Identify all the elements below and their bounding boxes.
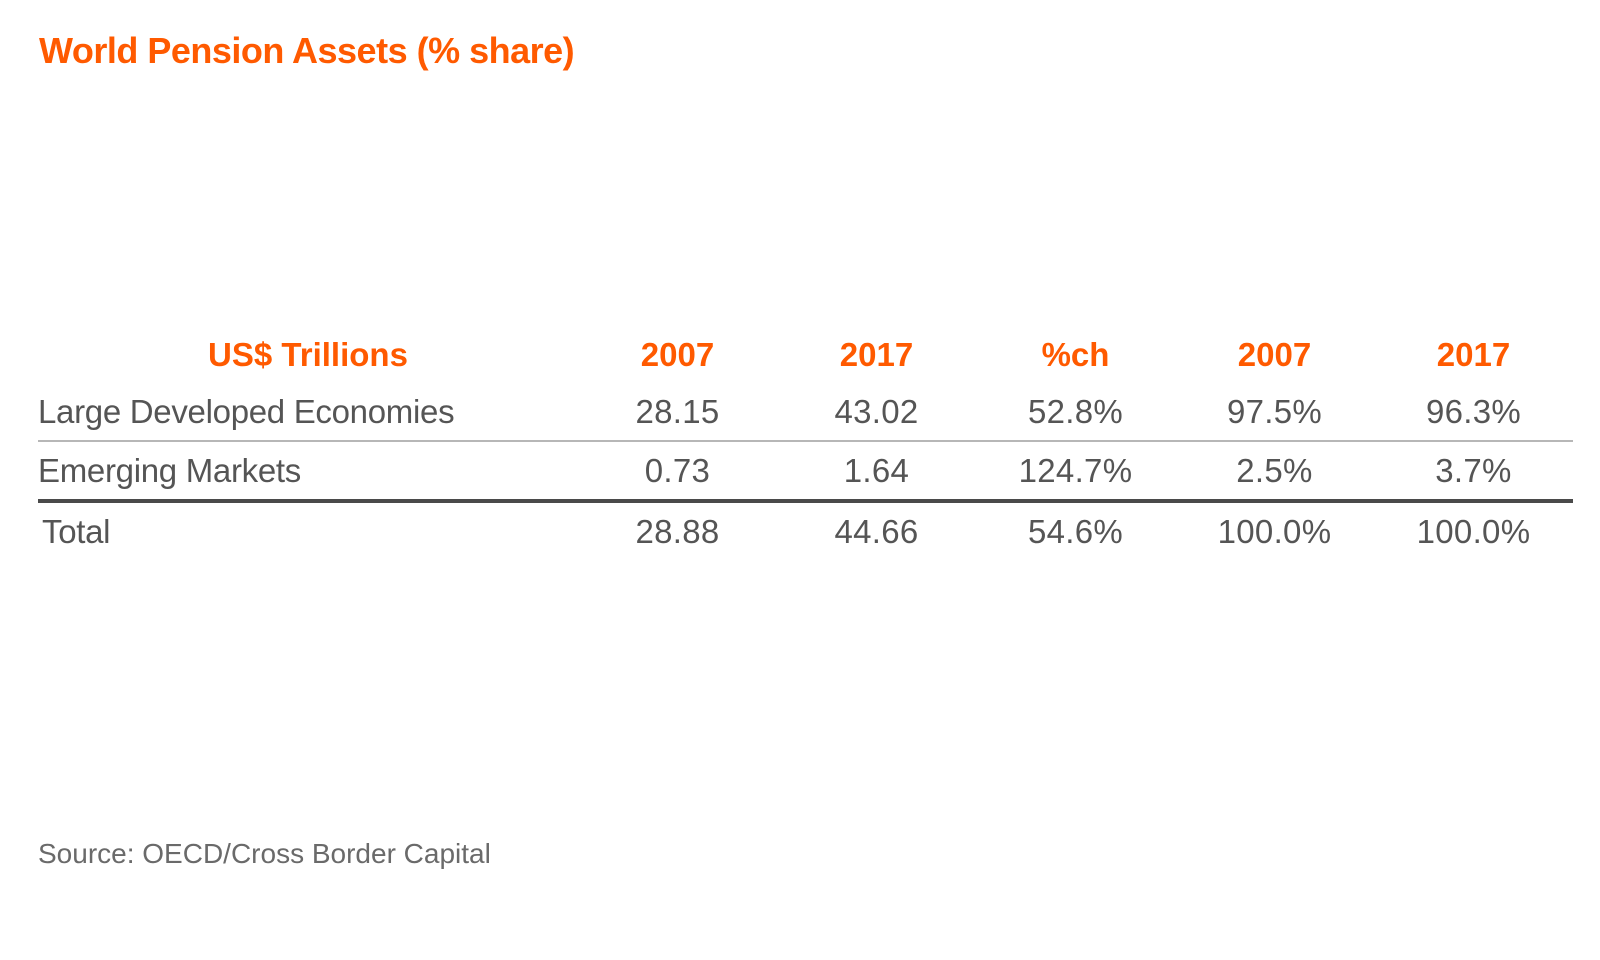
table-row: Large Developed Economies 28.15 43.02 52… — [38, 383, 1573, 442]
table-cell: 3.7% — [1374, 441, 1573, 503]
row-label: Emerging Markets — [38, 441, 578, 503]
table-header-row: US$ Trillions 2007 2017 %ch 2007 2017 — [38, 327, 1573, 383]
table-cell: 54.6% — [1027, 512, 1124, 550]
table-row-total: Total 28.88 44.66 54.6% 100.0% 100.0% — [38, 501, 1573, 560]
pension-assets-table: US$ Trillions 2007 2017 %ch 2007 2017 La… — [38, 327, 1573, 560]
chart-title: World Pension Assets (% share) — [39, 30, 575, 71]
table-cell: 124.7% — [976, 441, 1175, 503]
table-cell: 1.64 — [777, 441, 976, 503]
column-header-2017-value: 2017 — [839, 336, 914, 373]
table-cell: 0.73 — [578, 441, 777, 503]
column-header-2007-share: 2007 — [1237, 336, 1312, 373]
table-cell: 28.88 — [635, 512, 720, 550]
table-row: Emerging Markets 0.73 1.64 124.7% 2.5% 3… — [38, 441, 1573, 503]
column-header-2007-value: 2007 — [640, 336, 715, 373]
row-label: Large Developed Economies — [38, 383, 578, 442]
table-cell: 44.66 — [834, 512, 919, 550]
table-cell: 96.3% — [1374, 383, 1573, 442]
table-cell: 52.8% — [976, 383, 1175, 442]
column-header-pct-change: %ch — [1041, 336, 1110, 373]
table-cell: 28.15 — [578, 383, 777, 442]
table-cell: 97.5% — [1175, 383, 1374, 442]
column-header-2017-share: 2017 — [1436, 336, 1511, 373]
column-header-label: US$ Trillions — [208, 336, 408, 373]
source-note: Source: OECD/Cross Border Capital — [38, 838, 491, 869]
table-cell: 100.0% — [1217, 512, 1332, 550]
table-cell: 43.02 — [777, 383, 976, 442]
table-cell: 2.5% — [1175, 441, 1374, 503]
table-cell: 100.0% — [1416, 512, 1531, 550]
row-label: Total — [42, 512, 111, 550]
